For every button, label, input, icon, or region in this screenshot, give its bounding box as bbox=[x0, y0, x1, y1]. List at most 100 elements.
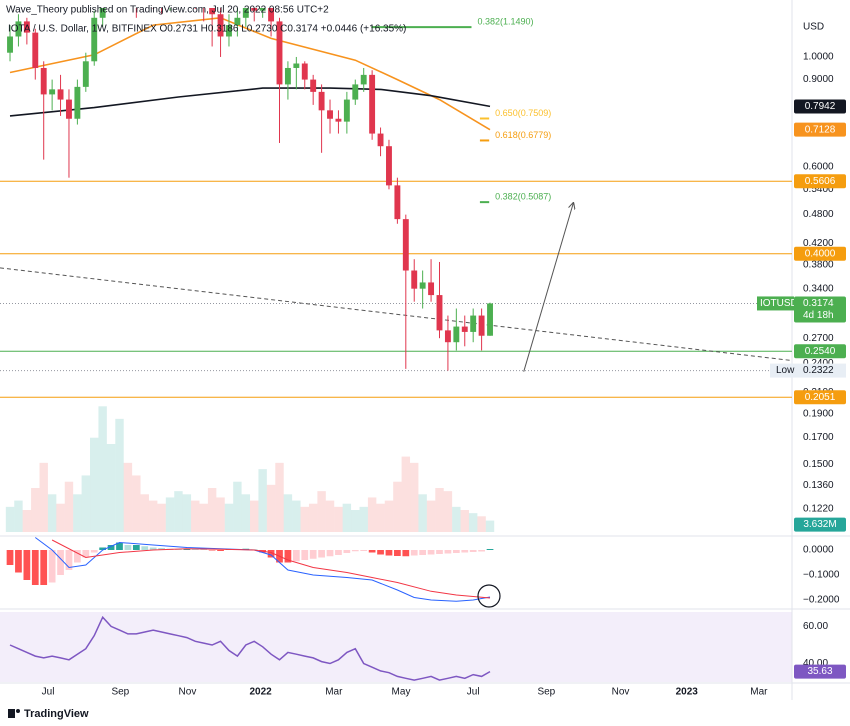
volume-bar bbox=[22, 510, 32, 532]
rsi-background bbox=[0, 612, 792, 682]
rsi-line bbox=[9, 615, 491, 681]
volume-bar bbox=[182, 494, 192, 532]
volume-bar bbox=[443, 491, 453, 532]
price-tag: 0.3174 bbox=[803, 298, 834, 309]
macd-pane bbox=[6, 537, 494, 602]
macd-histogram-bar bbox=[326, 550, 334, 557]
candle-body bbox=[150, 0, 156, 1]
candle-body bbox=[318, 91, 325, 111]
candle-body bbox=[327, 110, 333, 119]
macd-histogram-bar bbox=[343, 550, 351, 553]
volume-bar bbox=[14, 500, 23, 532]
candle-body bbox=[386, 146, 392, 186]
symbol-tag-box bbox=[757, 296, 794, 311]
candle-body bbox=[268, 8, 275, 22]
candle-body bbox=[209, 8, 216, 15]
volume-bar bbox=[258, 469, 267, 532]
fib-label: 0.382(1.1490) bbox=[477, 16, 533, 26]
macd-histogram-bar bbox=[124, 545, 132, 550]
y-tick-label: 0.9000 bbox=[803, 74, 834, 85]
candle-body bbox=[343, 99, 350, 122]
candle-body bbox=[66, 99, 72, 119]
macd-line bbox=[51, 539, 491, 599]
y-tick-label: 0.5400 bbox=[803, 184, 834, 195]
fib-label: 0.618(0.6779) bbox=[495, 130, 551, 140]
volume-bar bbox=[98, 406, 107, 532]
macd-histogram-bar bbox=[444, 550, 452, 554]
logo bbox=[8, 709, 15, 718]
price-tag-box bbox=[794, 296, 846, 323]
highlight-circle bbox=[477, 584, 501, 608]
volume-bar bbox=[393, 481, 402, 532]
volume-bar bbox=[485, 520, 495, 532]
volume-bar bbox=[359, 506, 368, 532]
candle-body bbox=[57, 89, 64, 100]
x-tick-label: Sep bbox=[111, 687, 129, 698]
volume-bar bbox=[47, 494, 57, 532]
volume-bar bbox=[39, 462, 48, 532]
level-tag-box bbox=[794, 174, 846, 189]
macd-histogram-bar bbox=[6, 550, 14, 565]
level-tag: 0.2051 bbox=[805, 392, 836, 403]
moving-average bbox=[9, 16, 491, 131]
candle-body bbox=[411, 270, 418, 289]
candle-body bbox=[284, 67, 291, 85]
macd-histogram-bar bbox=[360, 550, 368, 551]
volume-bar bbox=[317, 491, 326, 532]
candle-body bbox=[40, 67, 47, 95]
candle-body bbox=[461, 326, 468, 332]
macd-histogram-bar bbox=[469, 550, 477, 552]
header: Wave_Theory published on TradingView.com… bbox=[6, 5, 329, 16]
y-tick-label: 0.3800 bbox=[803, 259, 834, 270]
macd-histogram-bar bbox=[427, 550, 435, 555]
volume-bar bbox=[460, 510, 469, 532]
volume-bar bbox=[199, 503, 208, 532]
volume-bar bbox=[140, 494, 149, 532]
macd-histogram-bar bbox=[385, 550, 393, 556]
level-tag: 0.4000 bbox=[805, 248, 836, 259]
candle-body bbox=[436, 295, 443, 331]
macd-histogram-bar bbox=[368, 550, 376, 553]
candle-body bbox=[99, 8, 106, 18]
volume-bar bbox=[5, 506, 15, 532]
macd-histogram-bar bbox=[419, 550, 427, 555]
countdown: 4d 18h bbox=[803, 310, 834, 321]
candle-body bbox=[49, 89, 56, 95]
x-tick-label: 2022 bbox=[250, 687, 273, 698]
axes: 1.0000 0.9000 0.6000 0.5400 0.4800 0.4200 0.38… bbox=[42, 52, 846, 698]
macd-histogram-bar bbox=[452, 550, 460, 553]
volume-bar bbox=[224, 503, 234, 532]
macd-histogram-bar bbox=[478, 550, 485, 552]
candle-body bbox=[234, 17, 241, 26]
candle-body bbox=[276, 21, 283, 85]
candle-body bbox=[293, 63, 300, 68]
rsi-tick-label: 60.00 bbox=[803, 621, 828, 632]
candle-body bbox=[352, 84, 359, 100]
legend: IOTA / U.S. Dollar, 1W, BITFINEX O0.2731… bbox=[8, 24, 406, 35]
trend-line bbox=[0, 267, 792, 362]
candle-body bbox=[259, 8, 266, 11]
level-tag-box bbox=[794, 390, 846, 405]
macd-histogram-bar bbox=[217, 550, 224, 551]
y-tick-label: 0.1360 bbox=[803, 480, 834, 491]
volume-bar bbox=[241, 494, 251, 532]
y-tick-label: 1.0000 bbox=[803, 52, 834, 63]
rsi-tag-box bbox=[794, 664, 846, 679]
candle-body bbox=[369, 74, 376, 134]
x-tick-label: Mar bbox=[750, 687, 768, 698]
volume-bar bbox=[275, 462, 284, 532]
candle-body bbox=[478, 315, 485, 336]
macd-histogram-bar bbox=[23, 550, 31, 580]
x-tick-label: Nov bbox=[612, 687, 630, 698]
candle-body bbox=[82, 61, 89, 87]
fib-label: 0.650(0.7509) bbox=[495, 108, 551, 118]
x-tick-label: 2023 bbox=[676, 687, 699, 698]
level-tag: 0.5606 bbox=[805, 176, 836, 187]
macd-histogram-bar bbox=[141, 546, 149, 550]
currency: USD bbox=[803, 22, 824, 33]
ma-tag: 0.7942 bbox=[805, 101, 836, 112]
volume-bar bbox=[73, 494, 82, 532]
volume-bar bbox=[174, 491, 183, 532]
volume-bar bbox=[216, 497, 225, 532]
volume-bar bbox=[300, 506, 309, 532]
